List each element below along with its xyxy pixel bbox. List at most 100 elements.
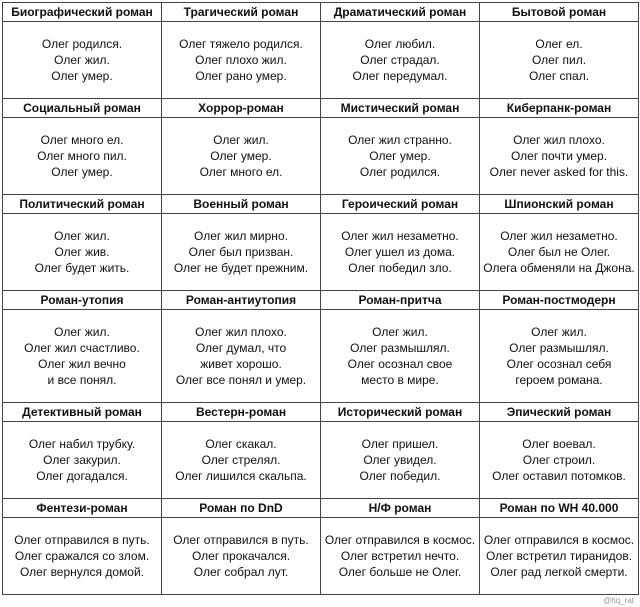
- genre-cell: Мистический роман Олег жил странно. Олег у…: [321, 99, 480, 195]
- genre-title: Бытовой роман: [480, 3, 638, 22]
- genre-title: Эпический роман: [480, 403, 638, 422]
- plot-line: Олег скакал.: [205, 437, 277, 451]
- genre-title: Вестерн-роман: [162, 403, 320, 422]
- genre-plot: Олег много ел. Олег много пил. Олег умер.: [3, 118, 161, 194]
- plot-line: Олег передумал.: [352, 69, 448, 83]
- genre-title: Роман-утопия: [3, 291, 161, 310]
- genre-plot: Олег жил. Олег жил счастливо. Олег жил веч…: [3, 310, 161, 402]
- genre-plot: Олег воевал. Олег строил. Олег оставил пот…: [480, 422, 638, 498]
- genre-plot: Олег жил. Олег размышлял. Олег осознал сво…: [321, 310, 479, 402]
- plot-line: Олег был призван.: [188, 245, 294, 259]
- plot-line: Олег больше не Олег.: [338, 565, 462, 579]
- genre-title: Н/Ф роман: [321, 499, 479, 518]
- genre-plot: Олег набил трубку. Олег закурил. Олег дога…: [3, 422, 161, 498]
- genre-cell: Драматический роман Олег любил. Олег страд…: [321, 3, 480, 99]
- genre-cell: Роман-притча Олег жил. Олег размышлял. Олег…: [321, 291, 480, 403]
- plot-line: Олег жил.: [54, 229, 110, 243]
- plot-line: Олег вернулся домой.: [19, 565, 144, 579]
- genre-plot: Олег жил плохо. Олег почти умер. Олег neve…: [480, 118, 638, 194]
- plot-line: Олег много ел.: [40, 133, 124, 147]
- genre-cell: Шпионский роман Олег жил незаметно. Олег б…: [480, 195, 639, 291]
- genre-title: Фентези-роман: [3, 499, 161, 518]
- plot-line: Олег отправился в космос.: [324, 533, 476, 547]
- genre-cell: Эпический роман Олег воевал. Олег строил. О…: [480, 403, 639, 499]
- plot-line: Олег стрелял.: [201, 453, 281, 467]
- genre-title: Хоррор-роман: [162, 99, 320, 118]
- genre-plot: Олег ел. Олег пил. Олег спал.: [480, 22, 638, 98]
- genre-title: Исторический роман: [321, 403, 479, 422]
- plot-line: Олег тяжело родился.: [179, 37, 303, 51]
- plot-line: Олег пришел.: [361, 437, 439, 451]
- plot-line: Олег воевал.: [522, 437, 596, 451]
- plot-line: место в мире.: [361, 373, 439, 387]
- genre-title: Биографический роман: [3, 3, 161, 22]
- plot-line: Олег рад легкой смерти.: [490, 565, 628, 579]
- plot-line: и все понял.: [47, 373, 117, 387]
- plot-line: Олег будет жить.: [34, 261, 130, 275]
- plot-line: Олег лишился скальпа.: [175, 469, 307, 483]
- plot-line: Олег набил трубку.: [28, 437, 136, 451]
- plot-line: Олег отправился в космос.: [483, 533, 635, 547]
- plot-line: Олег сражался со злом.: [14, 549, 150, 563]
- plot-line: Олег рано умер.: [195, 69, 287, 83]
- genre-cell: Роман по WH 40.000 Олег отправился в косм…: [480, 499, 639, 595]
- genre-plot: Олег жил мирно. Олег был призван. Олег не …: [162, 214, 320, 290]
- genre-plot: Олег любил. Олег страдал. Олег передумал.: [321, 22, 479, 98]
- plot-line: Олег закурил.: [43, 453, 121, 467]
- plot-line: Олег оставил потомков.: [492, 469, 626, 483]
- plot-line: Олег жил.: [54, 53, 110, 67]
- plot-line: Олег победил зло.: [348, 261, 452, 275]
- plot-line: Олег осознал свое: [347, 357, 453, 371]
- genre-plot: Олег жил странно. Олег умер. Олег родился.: [321, 118, 479, 194]
- genre-cell: Военный роман Олег жил мирно. Олег был при…: [162, 195, 321, 291]
- plot-line: Олег жил странно.: [348, 133, 452, 147]
- plot-line: героем романа.: [515, 373, 603, 387]
- genre-title: Киберпанк-роман: [480, 99, 638, 118]
- genre-title: Детективный роман: [3, 403, 161, 422]
- genre-plot: Олег жил. Олег размышлял. Олег осознал себ…: [480, 310, 638, 402]
- genre-title: Драматический роман: [321, 3, 479, 22]
- plot-line: Олег прокачался.: [191, 549, 291, 563]
- plot-line: Олег жил незаметно.: [341, 229, 459, 243]
- genre-cell: Фентези-роман Олег отправился в путь. Олег…: [3, 499, 162, 595]
- plot-line: Олег умер.: [51, 165, 113, 179]
- plot-line: Олег родился.: [41, 37, 123, 51]
- genre-title: Героический роман: [321, 195, 479, 214]
- genre-plot: Олег отправился в космос. Олег встретил н…: [321, 518, 479, 594]
- plot-line: Олег победил.: [359, 469, 441, 483]
- plot-line: Олег не будет прежним.: [173, 261, 309, 275]
- genre-plot: Олег жил незаметно. Олег ушел из дома. Оле…: [321, 214, 479, 290]
- genre-cell: Детективный роман Олег набил трубку. Олег …: [3, 403, 162, 499]
- genre-plot: Олег родился. Олег жил. Олег умер.: [3, 22, 161, 98]
- plot-line: Олег жил мирно.: [194, 229, 288, 243]
- plot-line: Олег ушел из дома.: [344, 245, 456, 259]
- watermark: @hq_rat: [603, 596, 634, 605]
- plot-line: Олег жив.: [54, 245, 110, 259]
- genre-plot: Олег жил плохо. Олег думал, что живет хоро…: [162, 310, 320, 402]
- plot-line: Олег строил.: [522, 453, 596, 467]
- genre-cell: Роман по DnD Олег отправился в путь. Олег …: [162, 499, 321, 595]
- plot-line: Олег плохо жил.: [195, 53, 287, 67]
- genre-title: Роман по DnD: [162, 499, 320, 518]
- genre-title: Мистический роман: [321, 99, 479, 118]
- plot-line: Олег умер.: [51, 69, 113, 83]
- plot-line: Олег умер.: [369, 149, 431, 163]
- genre-title: Роман по WH 40.000: [480, 499, 638, 518]
- genre-title: Роман-антиутопия: [162, 291, 320, 310]
- genre-plot: Олег отправился в путь. Олег прокачался. О…: [162, 518, 320, 594]
- plot-line: Олег собрал лут.: [193, 565, 289, 579]
- genre-title: Трагический роман: [162, 3, 320, 22]
- genre-cell: Исторический роман Олег пришел. Олег увиде…: [321, 403, 480, 499]
- genre-table: Биографический роман Олег родился. Олег жи…: [2, 2, 639, 595]
- plot-line: Олег жил.: [213, 133, 269, 147]
- plot-line: Олег жил.: [372, 325, 428, 339]
- plot-line: Олег думал, что: [195, 341, 287, 355]
- plot-line: Олег жил.: [54, 325, 110, 339]
- plot-line: Олег много ел.: [199, 165, 283, 179]
- genre-cell: Бытовой роман Олег ел. Олег пил. Олег спал.: [480, 3, 639, 99]
- genre-cell: Вестерн-роман Олег скакал. Олег стрелял. Ол…: [162, 403, 321, 499]
- genre-plot: Олег отправился в космос. Олег встретил т…: [480, 518, 638, 594]
- plot-line: Олег ел.: [535, 37, 583, 51]
- genre-plot: Олег тяжело родился. Олег плохо жил. Олег …: [162, 22, 320, 98]
- genre-title: Политический роман: [3, 195, 161, 214]
